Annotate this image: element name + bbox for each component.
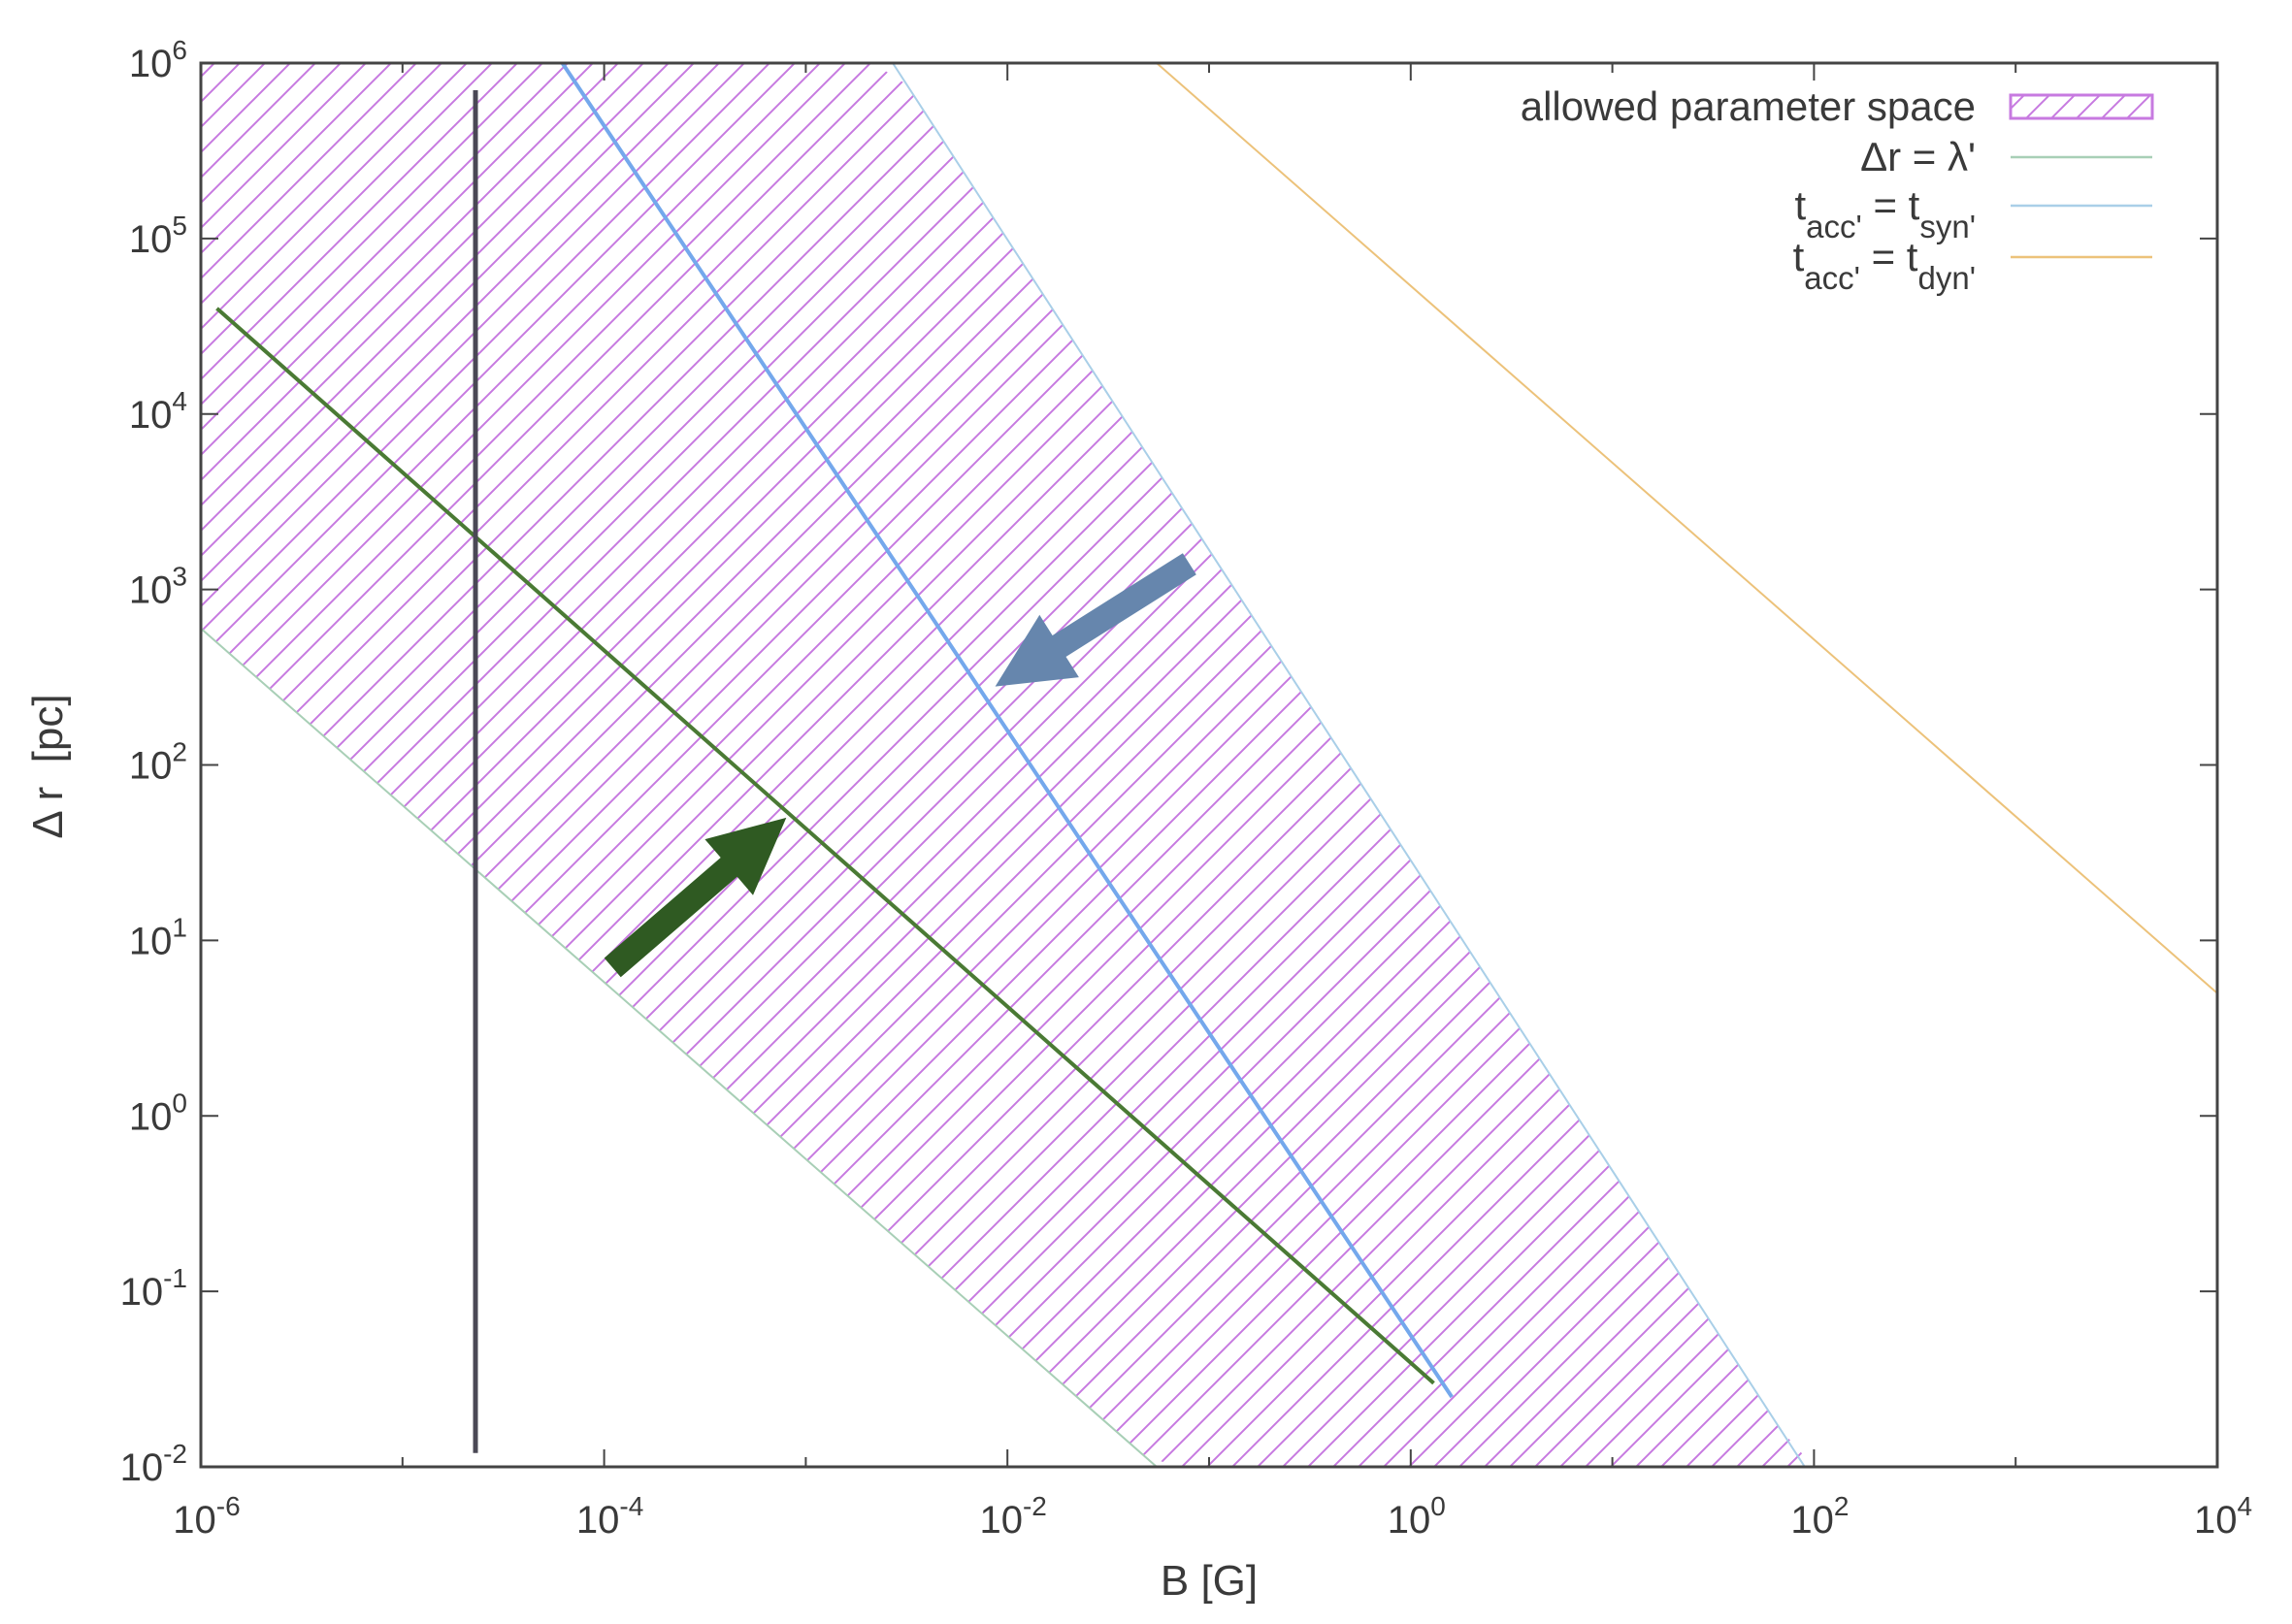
annotation-arrow-2 xyxy=(995,553,1196,687)
series-line-dyn xyxy=(1156,63,2217,994)
y-tick-label: 100 xyxy=(129,1088,187,1138)
y-tick-label: 103 xyxy=(129,562,187,612)
allowed-region-layer xyxy=(201,63,2217,1467)
y-tick-label: 104 xyxy=(129,386,187,437)
x-tick-label: 102 xyxy=(1790,1491,1849,1542)
x-tick-label: 104 xyxy=(2194,1491,2252,1542)
series-line-blue xyxy=(560,63,1454,1399)
series-layer xyxy=(201,63,2217,1467)
y-tick-label: 10-2 xyxy=(120,1439,187,1489)
annotation-layer xyxy=(604,553,1196,978)
legend-label-3: tacc' = tsyn' xyxy=(1794,182,1976,244)
y-axis-title: Δ r [pc] xyxy=(24,694,72,838)
y-tick-label: 10-1 xyxy=(120,1263,187,1314)
allowed-parameter-space-region xyxy=(201,63,2217,1467)
series-line-green xyxy=(215,307,1435,1385)
y-tick-label: 101 xyxy=(129,912,187,962)
legend-label-1: allowed parameter space xyxy=(1521,83,1976,129)
x-tick-label: 10-4 xyxy=(576,1491,643,1542)
y-tick-label: 102 xyxy=(129,737,187,788)
legend-label-4: tacc' = tdyn' xyxy=(1793,234,1976,296)
y-tick-label: 106 xyxy=(129,35,187,85)
x-axis-title: B [G] xyxy=(1161,1557,1258,1605)
annotation-arrow-1 xyxy=(604,817,787,978)
y-tick-label: 105 xyxy=(129,211,187,261)
legend-label-2: Δr = λ' xyxy=(1860,134,1976,179)
tick-layer: 10-6 10-4 10-2 100 102 104 10-2 10-1 100 101 102 10… xyxy=(120,35,2252,1542)
legend: allowed parameter space Δr = λ'tacc' = ts… xyxy=(1521,83,2154,296)
series-line-lambda xyxy=(201,628,1158,1467)
x-tick-label: 100 xyxy=(1388,1491,1446,1542)
x-tick-label: 10-2 xyxy=(979,1491,1046,1542)
x-tick-label: 10-6 xyxy=(173,1491,240,1542)
legend-swatch-hatch xyxy=(2009,93,2154,120)
series-line-syn xyxy=(892,63,1806,1467)
